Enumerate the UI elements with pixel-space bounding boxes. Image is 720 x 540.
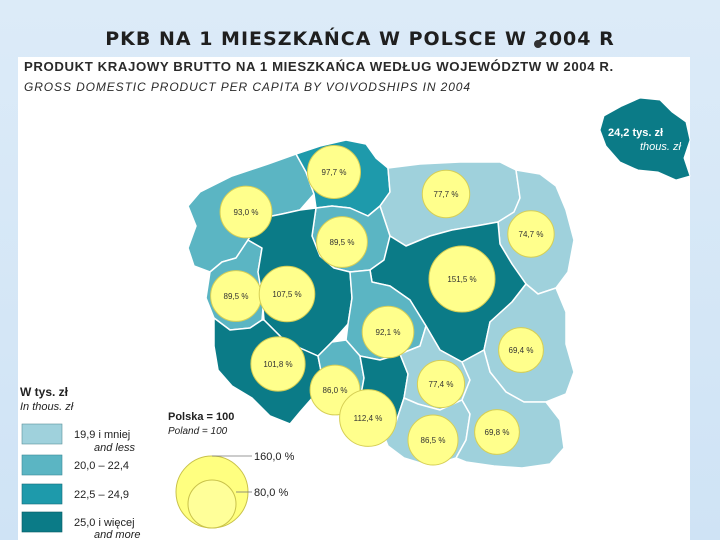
index-circle-dolnoslaskie [250,336,306,392]
title-bullet-dot [534,40,542,48]
index-circle-podlaskie [507,210,555,258]
legend-class-4-label: 25,0 i więcej [74,517,135,529]
index-label-podkarpackie: 69,8 % [485,428,510,437]
legend-class-2-label: 20,0 – 22,4 [74,460,129,472]
index-label-pomorskie: 97,7 % [322,168,347,177]
index-label-swietokrzyskie: 77,4 % [429,380,454,389]
index-circle-podkarpackie [474,409,520,455]
legend-index-80: 80,0 % [254,487,288,499]
inset-value-en: thous. zł [640,141,682,153]
index-circle-warminsko-mazurskie [421,169,471,219]
legend-class-4-label-en: and more [94,529,140,540]
index-label-zachodniopomorskie: 93,0 % [234,208,259,217]
index-circle-lodzkie [361,305,415,359]
index-label-malopolskie: 86,5 % [421,436,446,445]
legend-index-title-en: Poland = 100 [168,426,228,437]
slide-title: PKB NA 1 MIESZKAŃCA W POLSCE W 2004 R [105,28,615,50]
legend-index-title: Polska = 100 [168,411,234,423]
legend-index-160: 160,0 % [254,451,295,463]
legend-class-3-label: 22,5 – 24,9 [74,489,129,501]
index-label-warminsko-mazurskie: 77,7 % [434,190,459,199]
index-label-slaskie: 112,4 % [354,414,383,423]
inset-value: 24,2 tys. zł [608,127,663,139]
index-label-wielkopolskie: 107,5 % [272,290,301,299]
legend-swatch-1 [21,423,63,445]
legend-title-en: In thous. zł [20,401,74,413]
index-circle-slaskie [339,389,397,447]
index-circle-wielkopolskie [258,265,316,323]
index-circle-pomorskie [307,145,361,199]
legend-class-1-label-en: and less [94,442,135,454]
index-label-lubelskie: 69,4 % [509,346,534,355]
inset-poland: 24,2 tys. zł thous. zł [599,97,691,181]
legend: W tys. zł In thous. zł 19,9 i mniej and … [20,385,295,540]
map-title-pl: PRODUKT KRAJOWY BRUTTO NA 1 MIESZKAŃCA W… [24,59,614,74]
inset-poland-shape [599,97,691,181]
legend-swatch-4 [21,511,63,533]
legend-class-1-label: 19,9 i mniej [74,429,130,441]
index-label-dolnoslaskie: 101,8 % [263,360,292,369]
index-circle-kujawsko-pomorskie [316,216,368,268]
legend-swatch-2 [21,454,63,476]
index-label-lodzkie: 92,1 % [376,328,401,337]
legend-title-pl: W tys. zł [20,385,69,399]
index-label-kujawsko-pomorskie: 89,5 % [330,238,355,247]
legend-circle-80 [187,479,237,529]
index-circle-zachodniopomorskie [219,185,273,239]
index-label-mazowieckie: 151,5 % [447,275,476,284]
index-circles: 93,0 % 97,7 % 77,7 % 74,7 % 89,5 % 89,5 % 107,… [210,145,555,466]
index-circle-lubelskie [498,327,544,373]
index-circle-swietokrzyskie [416,359,466,409]
legend-swatch-3 [21,483,63,505]
index-circle-malopolskie [407,414,459,466]
index-circle-mazowieckie [428,245,496,313]
index-label-podlaskie: 74,7 % [519,230,544,239]
index-label-lubuskie: 89,5 % [224,292,249,301]
map-title-en: GROSS DOMESTIC PRODUCT PER CAPITA BY VOI… [24,80,471,94]
index-label-opolskie: 86,0 % [323,386,348,395]
